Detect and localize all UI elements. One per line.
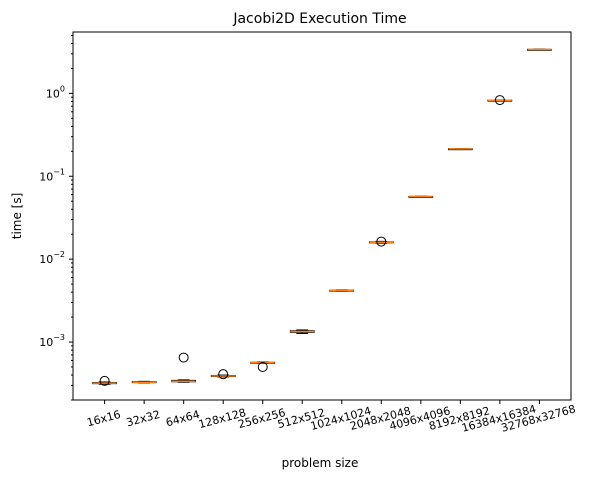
outlier-point	[99, 375, 110, 386]
y-axis: 10−3 10−2 10−1 100	[39, 34, 73, 401]
box-512x512	[289, 329, 315, 334]
box-16384x16384	[487, 95, 513, 106]
chart-title: Jacobi2D Execution Time	[232, 11, 406, 27]
box-4096x4096	[408, 195, 434, 198]
y-tick-label: 100	[46, 84, 65, 100]
box-2048x2048	[368, 236, 394, 247]
x-axis-label: problem size	[282, 456, 359, 470]
box-128x128	[210, 369, 236, 380]
plot-area	[92, 48, 552, 386]
box-32x32	[131, 380, 157, 384]
outlier-point	[178, 352, 189, 363]
y-tick-label: 10−2	[39, 250, 65, 266]
box-256x256	[250, 361, 276, 373]
box-64x64	[171, 352, 197, 383]
outlier-point	[494, 95, 505, 106]
y-tick-label: 10−1	[39, 167, 65, 183]
box-1024x1024	[329, 289, 355, 292]
y-tick-label: 10−3	[39, 333, 65, 349]
box-16x16	[92, 375, 117, 386]
axes-frame	[72, 31, 572, 401]
outlier-point	[376, 236, 387, 247]
outlier-point	[257, 362, 268, 373]
y-axis-label: time [s]	[10, 193, 24, 240]
outlier-point	[218, 369, 229, 380]
box-32768x32768	[527, 48, 552, 51]
box-8192x8192	[447, 148, 473, 151]
